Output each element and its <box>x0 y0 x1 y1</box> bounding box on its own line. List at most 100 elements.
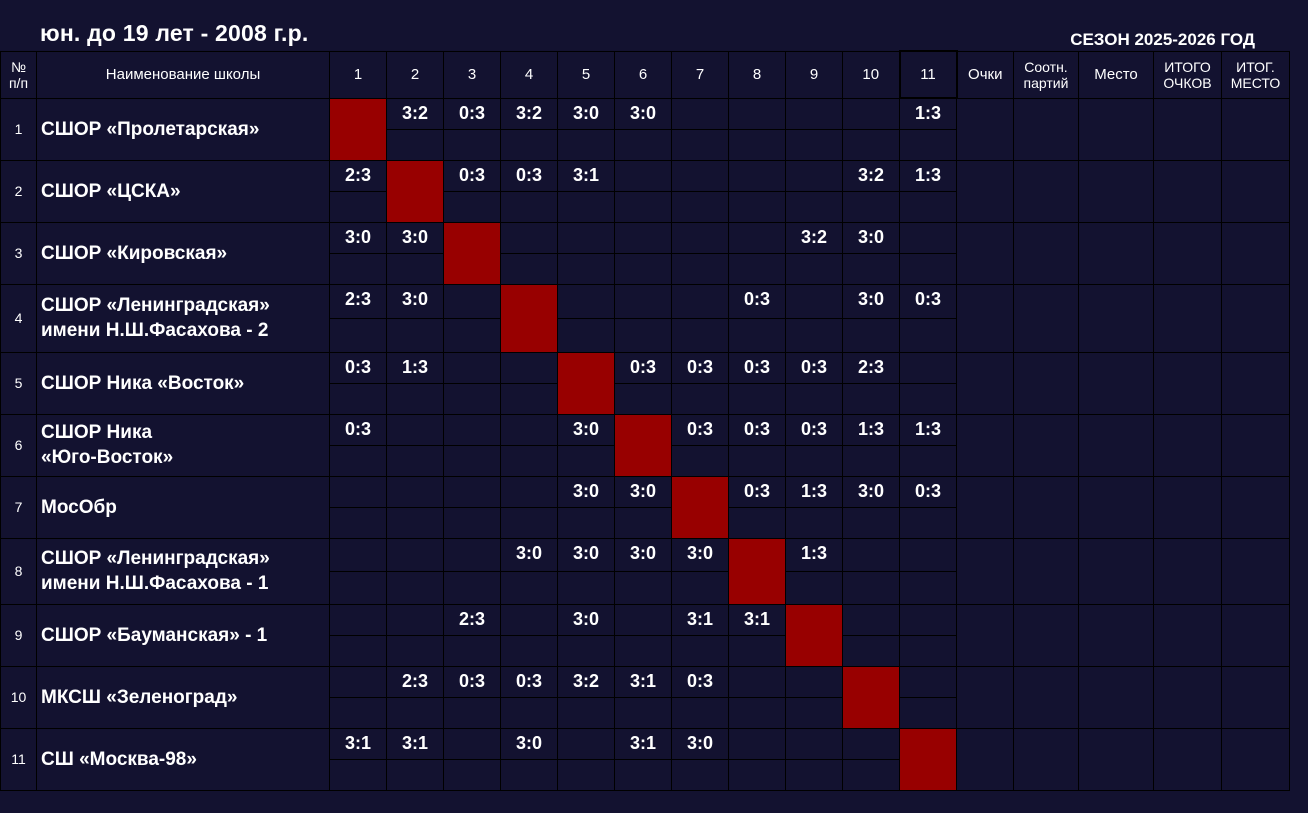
row-index: 2 <box>0 159 37 223</box>
table-row: 6 СШОР Ника «Юго-Восток» 0:3 3:0 0:3 0:3 0:3 1:3… <box>0 413 1290 477</box>
score-subcell <box>614 758 672 791</box>
score-cell <box>443 727 501 760</box>
score-subcell <box>785 444 843 477</box>
score-cell <box>443 475 501 508</box>
score-cell: 1:3 <box>899 97 957 130</box>
header-index: № п/п <box>0 50 37 99</box>
score-cell: 3:0 <box>614 537 672 572</box>
points-cell <box>956 159 1014 223</box>
score-cell: 3:2 <box>386 97 444 130</box>
score-cell: 0:3 <box>329 351 387 384</box>
score-subcell <box>329 190 387 223</box>
score-cell <box>386 603 444 636</box>
score-subcell <box>842 128 900 161</box>
score-cell: 1:3 <box>899 159 957 192</box>
score-subcell <box>386 444 444 477</box>
ratio-cell <box>1013 159 1079 223</box>
table-row-lower <box>1 317 1290 353</box>
score-cell: 0:3 <box>785 413 843 446</box>
total-points-cell <box>1153 221 1222 285</box>
score-subcell <box>500 758 558 791</box>
ratio-cell <box>1013 603 1079 667</box>
score-subcell <box>671 570 729 605</box>
score-subcell <box>728 190 786 223</box>
row-index: 7 <box>0 475 37 539</box>
header-col-6: 6 <box>614 50 672 99</box>
score-cell: 3:1 <box>614 665 672 698</box>
row-index: 10 <box>0 665 37 729</box>
score-subcell <box>671 758 729 791</box>
score-cell <box>500 413 558 446</box>
score-cell: 3:1 <box>614 727 672 760</box>
score-cell: 3:0 <box>386 221 444 254</box>
final-place-cell <box>1221 221 1290 285</box>
ratio-cell <box>1013 727 1079 791</box>
score-cell <box>614 283 672 319</box>
place-cell <box>1078 603 1154 667</box>
score-cell <box>443 283 501 319</box>
score-cell <box>557 283 615 319</box>
points-cell <box>956 283 1014 353</box>
header-col-2: 2 <box>386 50 444 99</box>
header-col-10: 10 <box>842 50 900 99</box>
table-row: 8 СШОР «Ленинградская» имени Н.Ш.Фасахова … <box>0 537 1290 605</box>
final-place-cell <box>1221 159 1290 223</box>
ratio-cell <box>1013 283 1079 353</box>
header-col-4: 4 <box>500 50 558 99</box>
score-cell <box>728 97 786 130</box>
score-subcell <box>842 570 900 605</box>
score-subcell <box>500 570 558 605</box>
score-cell <box>671 97 729 130</box>
score-subcell <box>386 634 444 667</box>
score-subcell <box>842 190 900 223</box>
points-cell <box>956 665 1014 729</box>
score-cell: 3:0 <box>557 603 615 636</box>
header-school: Наименование школы <box>36 50 330 99</box>
score-subcell <box>671 634 729 667</box>
score-subcell <box>614 190 672 223</box>
total-points-cell <box>1153 159 1222 223</box>
points-cell <box>956 97 1014 161</box>
score-cell: 0:3 <box>500 159 558 192</box>
final-place-cell <box>1221 413 1290 477</box>
score-subcell <box>443 128 501 161</box>
score-cell: 2:3 <box>329 283 387 319</box>
score-subcell <box>842 634 900 667</box>
table-row: 5 СШОР Ника «Восток» 0:3 1:3 0:3 0:3 0:3 0:3 2:3 <box>0 351 1290 415</box>
score-cell <box>728 727 786 760</box>
score-subcell <box>329 382 387 415</box>
score-cell <box>614 221 672 254</box>
final-place-cell <box>1221 727 1290 791</box>
score-cell <box>386 475 444 508</box>
score-cell <box>728 665 786 698</box>
header-col-7: 7 <box>671 50 729 99</box>
score-subcell <box>842 506 900 539</box>
ratio-cell <box>1013 537 1079 605</box>
diagonal-cell <box>443 221 501 285</box>
table-row: 7 МосОбр 3:0 3:0 0:3 1:3 3:0 0:3 <box>0 475 1290 539</box>
score-subcell <box>671 317 729 353</box>
diagonal-cell <box>785 603 843 667</box>
score-subcell <box>614 570 672 605</box>
total-points-cell <box>1153 727 1222 791</box>
score-subcell <box>614 696 672 729</box>
score-cell <box>500 351 558 384</box>
score-subcell <box>557 128 615 161</box>
ratio-cell <box>1013 221 1079 285</box>
final-place-cell <box>1221 283 1290 353</box>
ratio-cell <box>1013 665 1079 729</box>
points-cell <box>956 603 1014 667</box>
score-cell: 1:3 <box>785 475 843 508</box>
total-points-cell <box>1153 413 1222 477</box>
points-cell <box>956 537 1014 605</box>
score-cell: 2:3 <box>842 351 900 384</box>
header-total-points: ИТОГО ОЧКОВ <box>1153 50 1222 99</box>
score-subcell <box>671 252 729 285</box>
score-cell: 0:3 <box>728 351 786 384</box>
score-cell: 0:3 <box>899 475 957 508</box>
score-subcell <box>329 758 387 791</box>
diagonal-cell <box>671 475 729 539</box>
place-cell <box>1078 413 1154 477</box>
score-cell <box>614 159 672 192</box>
total-points-cell <box>1153 537 1222 605</box>
